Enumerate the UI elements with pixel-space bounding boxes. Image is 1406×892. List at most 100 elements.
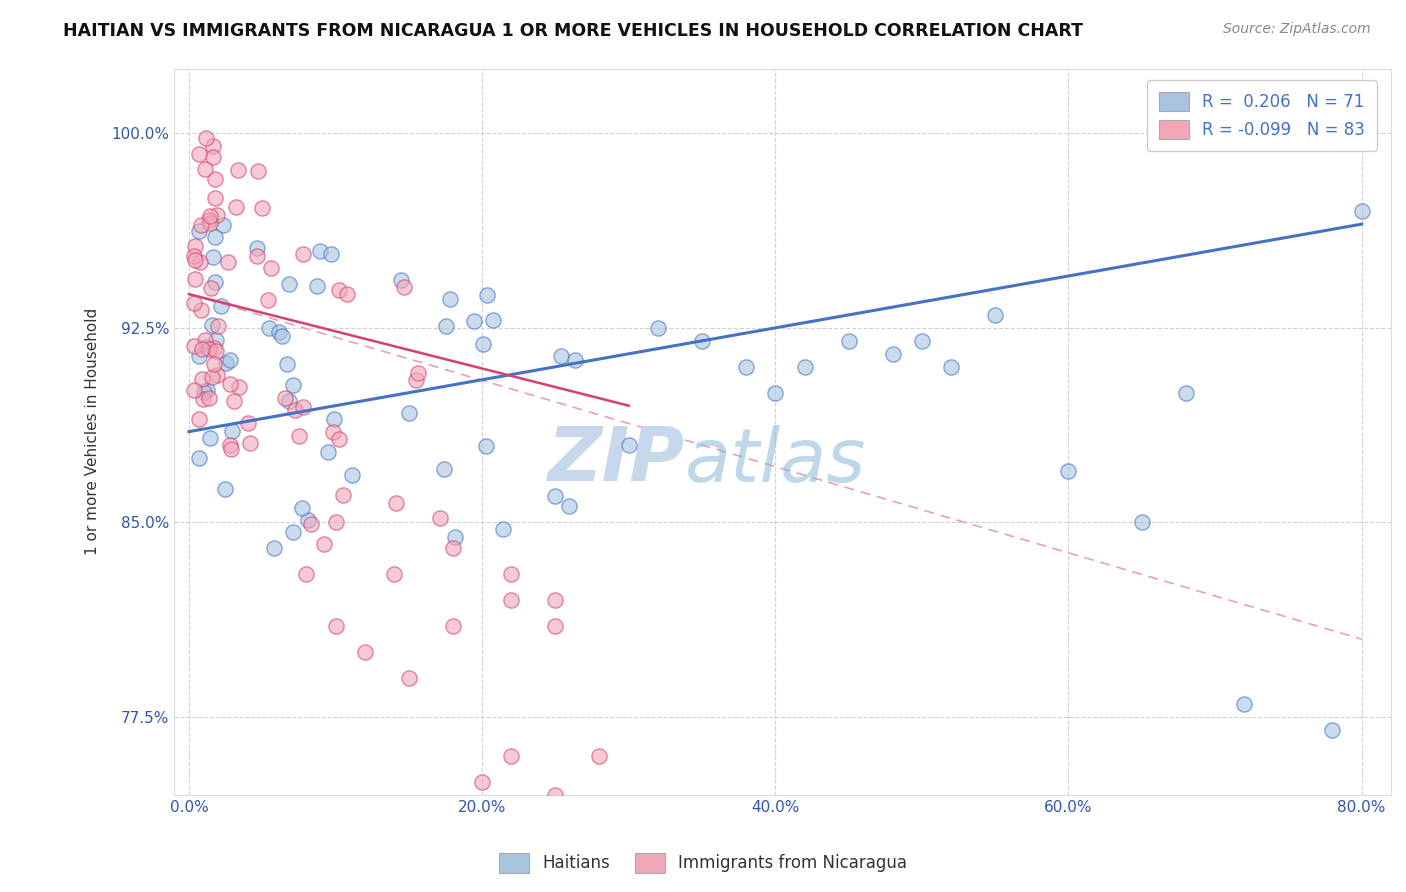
Point — [690, 334, 713, 348]
Point — [204, 191, 226, 205]
Point — [382, 567, 405, 582]
Y-axis label: 1 or more Vehicles in Household: 1 or more Vehicles in Household — [86, 308, 100, 555]
Point — [278, 394, 301, 409]
Point — [225, 200, 247, 214]
Point — [492, 522, 515, 536]
Point — [209, 299, 232, 313]
Point — [228, 379, 250, 393]
Point — [195, 340, 218, 354]
Legend: Haitians, Immigrants from Nicaragua: Haitians, Immigrants from Nicaragua — [492, 847, 914, 880]
Point — [1322, 723, 1344, 737]
Point — [405, 373, 427, 387]
Point — [544, 593, 567, 607]
Text: ZIP: ZIP — [548, 425, 685, 497]
Point — [191, 372, 214, 386]
Text: HAITIAN VS IMMIGRANTS FROM NICARAGUA 1 OR MORE VEHICLES IN HOUSEHOLD CORRELATION: HAITIAN VS IMMIGRANTS FROM NICARAGUA 1 O… — [63, 22, 1083, 40]
Point — [291, 246, 314, 260]
Point — [211, 219, 233, 233]
Point — [463, 314, 485, 328]
Point — [222, 393, 245, 408]
Point — [187, 451, 209, 466]
Point — [187, 147, 209, 161]
Point — [1174, 385, 1197, 400]
Point — [218, 353, 240, 368]
Point — [195, 383, 218, 397]
Point — [198, 209, 221, 223]
Point — [239, 436, 262, 450]
Point — [201, 251, 224, 265]
Point — [283, 524, 305, 539]
Point — [544, 490, 567, 504]
Point — [188, 224, 211, 238]
Point — [226, 162, 249, 177]
Point — [205, 343, 228, 358]
Point — [472, 336, 495, 351]
Point — [184, 271, 207, 285]
Point — [197, 213, 219, 227]
Point — [314, 537, 336, 551]
Point — [322, 425, 344, 439]
Point — [544, 788, 567, 802]
Point — [482, 313, 505, 327]
Point — [911, 334, 934, 348]
Text: Source: ZipAtlas.com: Source: ZipAtlas.com — [1223, 22, 1371, 37]
Point — [194, 162, 217, 177]
Point — [218, 377, 240, 392]
Point — [292, 400, 315, 414]
Point — [328, 283, 350, 297]
Point — [308, 244, 330, 258]
Point — [183, 249, 205, 263]
Point — [475, 440, 498, 454]
Point — [398, 671, 420, 685]
Point — [398, 406, 420, 420]
Point — [259, 320, 281, 334]
Point — [270, 328, 292, 343]
Text: atlas: atlas — [685, 425, 866, 497]
Point — [588, 748, 610, 763]
Point — [204, 276, 226, 290]
Point — [276, 357, 298, 371]
Point — [501, 593, 523, 607]
Point — [297, 513, 319, 527]
Point — [332, 488, 354, 502]
Point — [201, 318, 224, 332]
Point — [558, 500, 581, 514]
Point — [198, 391, 221, 405]
Point — [269, 325, 291, 339]
Point — [281, 378, 304, 392]
Point — [325, 619, 347, 633]
Point — [191, 342, 214, 356]
Point — [323, 412, 346, 426]
Point — [336, 287, 359, 301]
Point — [353, 645, 375, 659]
Point — [257, 293, 280, 308]
Point — [471, 774, 494, 789]
Point — [190, 303, 212, 318]
Point — [184, 252, 207, 267]
Point — [238, 416, 260, 430]
Point — [250, 201, 273, 215]
Point — [202, 341, 225, 355]
Point — [550, 349, 572, 363]
Point — [205, 333, 228, 347]
Point — [188, 411, 211, 425]
Point — [246, 241, 269, 255]
Point — [200, 281, 222, 295]
Point — [433, 462, 456, 476]
Point — [501, 567, 523, 582]
Point — [389, 273, 412, 287]
Point — [647, 321, 669, 335]
Point — [221, 424, 243, 438]
Point — [617, 437, 640, 451]
Point — [406, 366, 429, 380]
Point — [202, 357, 225, 371]
Legend: R =  0.206   N = 71, R = -0.099   N = 83: R = 0.206 N = 71, R = -0.099 N = 83 — [1147, 80, 1376, 151]
Point — [793, 359, 815, 374]
Point — [763, 385, 786, 400]
Point — [214, 483, 236, 497]
Point — [190, 218, 212, 232]
Point — [394, 280, 416, 294]
Point — [1350, 204, 1372, 219]
Point — [1057, 463, 1080, 477]
Point — [429, 510, 451, 524]
